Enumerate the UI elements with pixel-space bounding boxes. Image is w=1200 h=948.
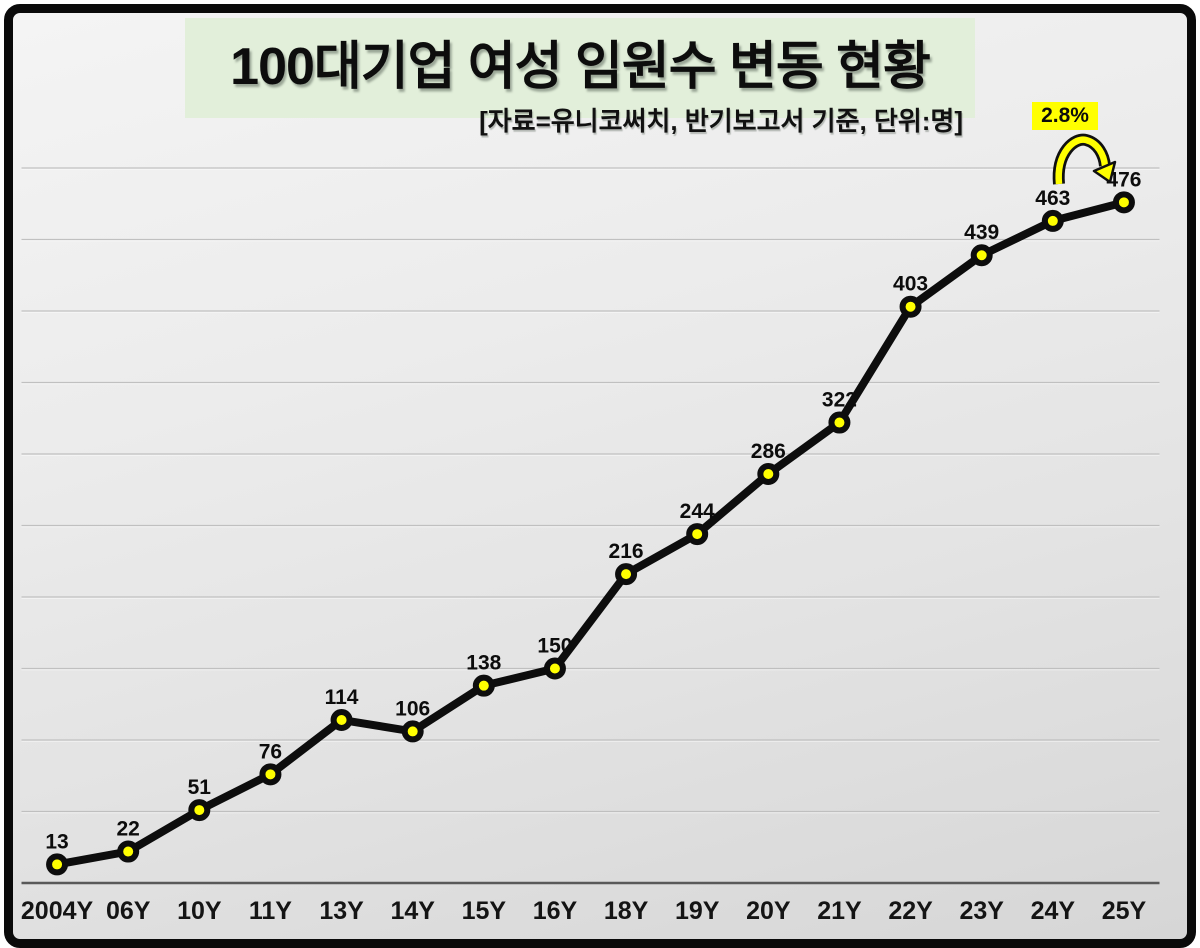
data-label: 114 xyxy=(325,686,359,709)
x-axis-label: 25Y xyxy=(1102,897,1147,925)
x-axis-label: 19Y xyxy=(675,897,720,925)
data-label: 463 xyxy=(1035,187,1070,210)
data-label: 138 xyxy=(466,652,501,675)
x-axis-label: 24Y xyxy=(1031,897,1076,925)
data-label: 106 xyxy=(395,697,430,720)
data-label: 403 xyxy=(893,273,928,296)
chart-subtitle: [자료=유니코써치, 반기보고서 기준, 단위:명] xyxy=(479,106,963,136)
data-point xyxy=(828,411,851,434)
data-point xyxy=(46,853,69,876)
data-label: 322 xyxy=(822,389,857,412)
data-label: 244 xyxy=(680,500,715,523)
data-point xyxy=(1041,209,1064,232)
data-points xyxy=(46,191,1135,876)
data-point xyxy=(686,523,709,546)
data-point xyxy=(472,674,495,697)
data-label: 476 xyxy=(1106,168,1141,191)
x-axis-label: 20Y xyxy=(746,897,791,925)
x-axis-labels: 2004Y 06Y 10Y 11Y 13Y 14Y 15Y 16Y 18Y 19Y 20Y 21Y 22… xyxy=(21,897,1147,925)
x-axis-label: 23Y xyxy=(959,897,1004,925)
data-label: 51 xyxy=(188,776,212,799)
data-point xyxy=(330,708,353,731)
x-axis-label: 22Y xyxy=(888,897,933,925)
data-point xyxy=(1112,191,1135,214)
arrow-head xyxy=(1092,160,1117,184)
data-label: 216 xyxy=(609,540,644,563)
data-label: 439 xyxy=(964,221,999,244)
data-point xyxy=(543,657,566,680)
percent-change-badge: 2.8% xyxy=(1032,102,1098,130)
data-label: 13 xyxy=(45,830,68,853)
chart-title-box: 100대기업 여성 임원수 변동 현황 [자료=유니코써치, 반기보고서 기준,… xyxy=(185,18,975,136)
data-point xyxy=(615,563,638,586)
data-point xyxy=(401,720,424,743)
data-line xyxy=(53,198,1128,869)
x-axis-label: 18Y xyxy=(604,897,649,925)
data-label: 286 xyxy=(751,440,786,463)
x-axis-label: 15Y xyxy=(462,897,507,925)
data-point xyxy=(117,840,140,863)
data-point xyxy=(757,463,780,486)
chart-panel xyxy=(4,4,1196,948)
data-label: 76 xyxy=(259,740,282,763)
data-point xyxy=(188,799,211,822)
x-axis-label: 11Y xyxy=(249,897,292,925)
data-label: 150 xyxy=(537,635,572,658)
x-axis-label: 21Y xyxy=(817,897,862,925)
x-axis-label: 10Y xyxy=(177,897,222,925)
increase-arrow-icon xyxy=(1052,133,1117,185)
data-label: 22 xyxy=(117,818,140,841)
x-axis-label: 2004Y xyxy=(21,897,94,925)
data-point xyxy=(899,295,922,318)
data-labels: 13 22 51 76 114 106 138 150 216 244 286 322 403 439 46… xyxy=(45,168,1141,853)
data-point xyxy=(259,763,282,786)
chart-title: 100대기업 여성 임원수 변동 현황 xyxy=(230,38,931,96)
x-axis-label: 14Y xyxy=(390,897,435,925)
x-axis-label: 06Y xyxy=(106,897,151,925)
arrow-body xyxy=(1055,136,1109,185)
x-axis-label: 13Y xyxy=(319,897,364,925)
x-axis-label: 16Y xyxy=(533,897,578,925)
gridlines xyxy=(21,167,1160,814)
data-point xyxy=(970,244,993,267)
